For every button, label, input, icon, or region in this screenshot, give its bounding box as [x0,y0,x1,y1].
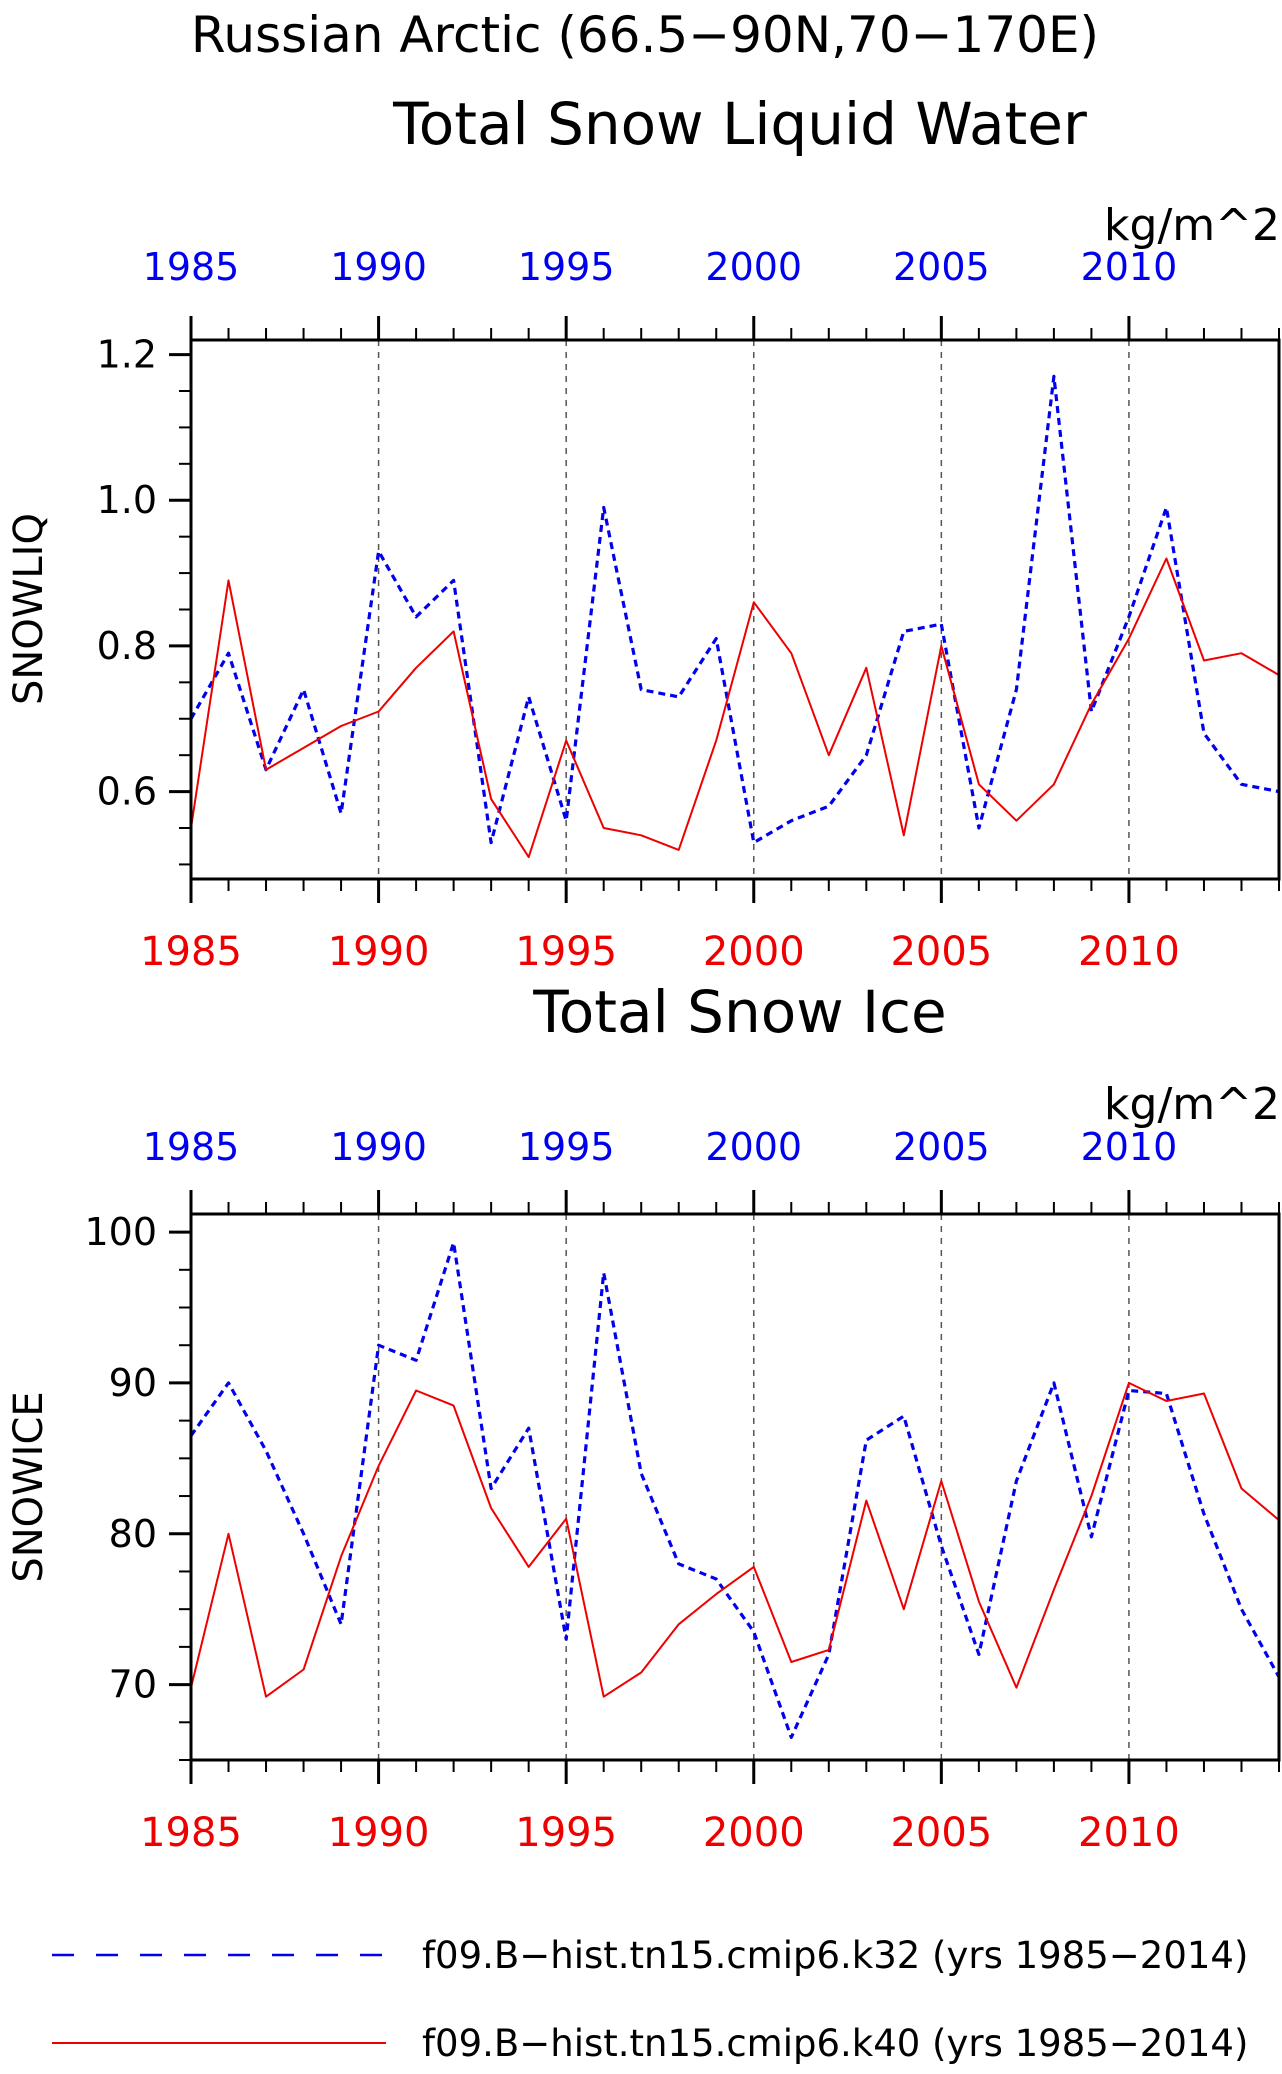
bottom-axis-labels-snowliq: 1985 1990 1995 2000 2005 2010 [140,929,1180,975]
x-tick-label-top: 2005 [893,1125,990,1169]
x-tick-label-top: 2000 [705,245,802,289]
series-line-k32 [189,1241,1281,1740]
x-tick-label-bottom: 1990 [328,1810,430,1856]
y-tick-labels-snowliq: 0.6 0.8 1.0 1.2 [97,333,157,814]
x-tick-label-top: 1995 [518,245,615,289]
x-tick-label-top: 2000 [705,1125,802,1169]
x-tick-label-bottom: 2000 [703,929,805,975]
y-tick-label: 1.2 [97,333,157,377]
x-tick-label-top: 2010 [1081,245,1178,289]
x-tick-label-bottom: 1995 [515,1810,617,1856]
panel-title-snowliq: Total Snow Liquid Water [392,90,1087,158]
legend: f09.B−hist.tn15.cmip6.k32 (yrs 1985−2014… [52,1934,1248,2065]
top-axis-labels-snowice: 1985 1990 1995 2000 2005 2010 [143,1125,1178,1169]
panel-snowice: Total Snow Ice kg/m^2 1985 1990 1995 2000 20… [6,978,1281,1856]
y-tick-label: 0.6 [97,770,157,814]
x-tick-label-top: 1990 [330,1125,427,1169]
y-axis-label-snowice: SNOWICE [6,1391,52,1582]
bottom-axis-labels-snowice: 1985 1990 1995 2000 2005 2010 [140,1810,1180,1856]
x-tick-label-bottom: 1985 [140,1810,242,1856]
x-tick-label-top: 2005 [893,245,990,289]
x-tick-label-top: 1985 [143,245,240,289]
y-tick-labels-snowice: 70 80 90 100 [84,1210,157,1706]
plot-frame-snowliq [189,338,1281,881]
ticks-snowice [169,1190,1280,1784]
x-tick-label-bottom: 1990 [328,929,430,975]
figure-title: Russian Arctic (66.5−90N,70−170E) [191,6,1099,64]
y-tick-label: 90 [109,1361,157,1405]
top-axis-labels-snowliq: 1985 1990 1995 2000 2005 2010 [143,245,1178,289]
series-line-k40 [190,557,1280,859]
x-tick-label-top: 1990 [330,245,427,289]
y-tick-label: 80 [109,1512,157,1556]
series-group-snowice [189,1241,1281,1740]
ticks-snowliq [169,316,1280,903]
series-line-k40 [190,1381,1280,1698]
x-tick-label-bottom: 2005 [890,1810,992,1856]
series-line-k32 [189,374,1280,845]
legend-label-k32: f09.B−hist.tn15.cmip6.k32 (yrs 1985−2014… [422,1934,1248,1977]
units-label-snowliq: kg/m^2 [1104,200,1280,251]
legend-label-k40: f09.B−hist.tn15.cmip6.k40 (yrs 1985−2014… [422,2022,1248,2065]
panel-title-snowice: Total Snow Ice [532,978,947,1046]
x-tick-label-top: 1995 [518,1125,615,1169]
plot-frame-snowice [189,1212,1281,1762]
x-tick-label-bottom: 1995 [515,929,617,975]
x-tick-label-bottom: 1985 [140,929,242,975]
panel-snowliq: Total Snow Liquid Water kg/m^2 1985 1990 1… [6,90,1281,975]
y-axis-label-snowliq: SNOWLIQ [6,513,52,705]
y-tick-label: 1.0 [97,478,157,522]
y-tick-label: 70 [109,1663,157,1707]
x-tick-label-bottom: 2000 [703,1810,805,1856]
x-tick-label-bottom: 2010 [1078,929,1180,975]
y-tick-label: 0.8 [97,624,157,668]
x-tick-label-top: 1985 [143,1125,240,1169]
y-tick-label: 100 [84,1210,157,1254]
x-tick-label-bottom: 2005 [890,929,992,975]
series-group-snowliq [189,374,1280,859]
x-tick-label-top: 2010 [1081,1125,1178,1169]
units-label-snowice: kg/m^2 [1104,1079,1280,1130]
grid-snowliq [377,340,1130,879]
x-tick-label-bottom: 2010 [1078,1810,1180,1856]
